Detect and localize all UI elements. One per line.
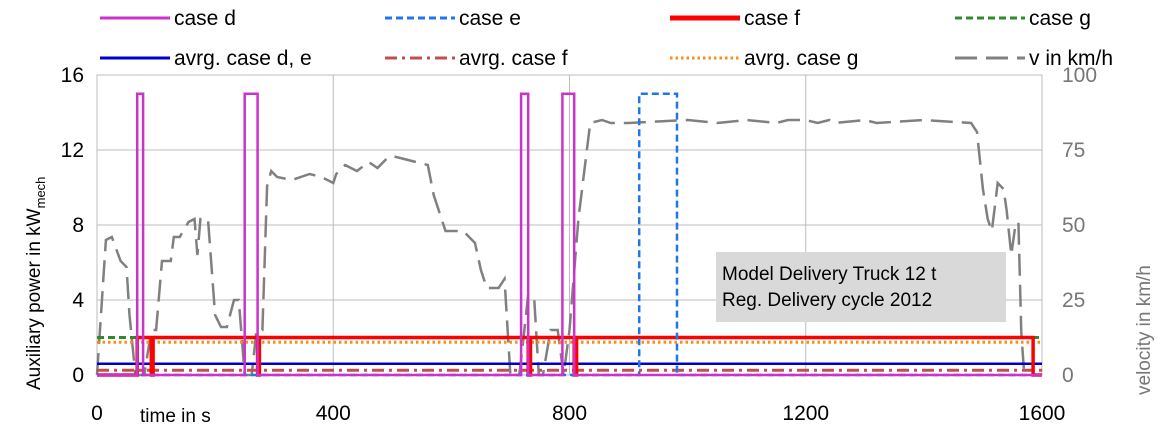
annotation-line-1: Model Delivery Truck 12 t — [722, 264, 937, 285]
legend-label: case g — [1029, 7, 1091, 30]
y2-tick-label: 0 — [1062, 364, 1074, 387]
legend: case d case e case f case g avrg. case d, e a… — [100, 7, 1113, 70]
y2-ticks: 0 25 50 75 100 — [1062, 64, 1097, 387]
legend-item: case f — [670, 7, 800, 30]
legend-label: avrg. case d, e — [174, 47, 312, 70]
y-axis-title-sub: mech — [33, 177, 48, 209]
legend-label: avrg. case f — [459, 47, 568, 70]
x-tick-label: 1600 — [1019, 402, 1066, 425]
y2-axis-title: velocity in km/h — [1134, 265, 1155, 395]
legend-label: case f — [744, 7, 800, 30]
legend-item: avrg. case g — [670, 47, 858, 70]
annotation-line-2: Reg. Delivery cycle 2012 — [722, 290, 932, 311]
x-ticks: 0 400 800 1200 1600 — [91, 402, 1065, 425]
y2-tick-label: 25 — [1062, 289, 1085, 312]
y2-tick-label: 75 — [1062, 139, 1085, 162]
y-tick-label: 4 — [72, 289, 84, 312]
series-line-case-d — [97, 92, 1042, 377]
y-tick-label: 16 — [61, 64, 84, 87]
legend-item: avrg. case f — [385, 47, 568, 70]
legend-item: case e — [385, 7, 521, 30]
legend-item: case g — [955, 7, 1091, 30]
x-tick-label: 400 — [316, 402, 351, 425]
series-group — [95, 92, 1042, 377]
y-ticks: 0 4 8 12 16 — [61, 64, 85, 387]
y2-tick-label: 100 — [1062, 64, 1097, 87]
legend-item: case d — [100, 7, 236, 30]
legend-label: case d — [174, 7, 236, 30]
legend-item: v in km/h — [955, 47, 1113, 70]
y-tick-label: 12 — [61, 139, 84, 162]
legend-label: v in km/h — [1029, 47, 1113, 70]
legend-item: avrg. case d, e — [100, 47, 312, 70]
annotation-box: Model Delivery Truck 12 t Reg. Delivery … — [716, 252, 1006, 322]
y-axis-title-main: Auxiliary power in kW — [24, 208, 45, 390]
y-tick-label: 0 — [72, 364, 84, 387]
x-tick-label: 0 — [91, 402, 103, 425]
series-line-v-in-km-h — [95, 118, 1026, 377]
legend-label: case e — [459, 7, 521, 30]
legend-label: avrg. case g — [744, 47, 858, 70]
x-tick-label: 1200 — [782, 402, 829, 425]
x-tick-label: 800 — [552, 402, 587, 425]
x-axis-title: time in s — [140, 406, 211, 427]
y2-tick-label: 50 — [1062, 214, 1085, 237]
plot-frame — [96, 74, 1043, 376]
y-axis-title: Auxiliary power in kWmech — [24, 177, 48, 390]
y-tick-label: 8 — [72, 214, 84, 237]
